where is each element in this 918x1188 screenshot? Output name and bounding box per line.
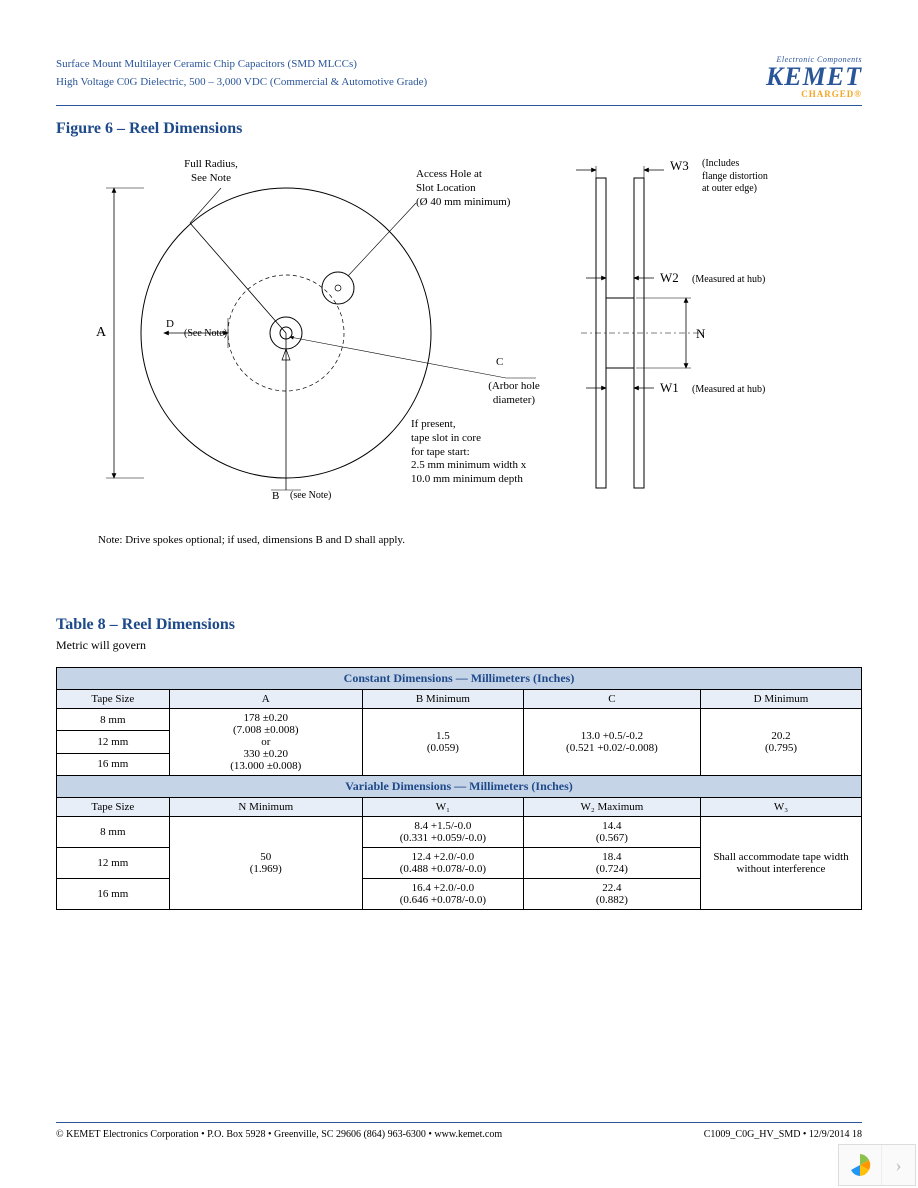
w2-note: (Measured at hub) <box>692 274 765 287</box>
cell-b: 1.5(0.059) <box>362 709 523 776</box>
hdr-variable: Variable Dimensions — Millimeters (Inche… <box>57 776 862 798</box>
full-radius-label: Full Radius,See Note <box>161 158 261 186</box>
logo-subtext: CHARGED® <box>766 90 862 99</box>
see-note-d: (See Note) <box>184 328 227 341</box>
cell-c: 13.0 +0.5/-0.2(0.521 +0.02/-0.008) <box>523 709 700 776</box>
page-header: Surface Mount Multilayer Ceramic Chip Ca… <box>56 56 862 106</box>
figure-title: Figure 6 – Reel Dimensions <box>56 120 862 138</box>
w1-note: (Measured at hub) <box>692 384 765 397</box>
dim-a: A <box>96 324 106 342</box>
footer-left: © KEMET Electronics Corporation • P.O. B… <box>56 1129 502 1140</box>
col-n: N Minimum <box>169 798 362 817</box>
see-note-b: (see Note) <box>290 490 331 503</box>
arbor-label: (Arbor holediameter) <box>474 380 554 408</box>
cell: 18.4(0.724) <box>523 848 700 879</box>
figure-note: Note: Drive spokes optional; if used, di… <box>98 534 862 546</box>
cell-w3: Shall accommodate tape width without int… <box>700 817 861 910</box>
table-subtitle: Metric will govern <box>56 638 862 653</box>
header-line2: High Voltage C0G Dielectric, 500 – 3,000… <box>56 74 427 92</box>
reel-dimensions-table: Constant Dimensions — Millimeters (Inche… <box>56 667 862 910</box>
dim-w1: W1 <box>660 380 679 396</box>
cell-d: 20.2(0.795) <box>700 709 861 776</box>
cell: 8.4 +1.5/-0.0(0.331 +0.059/-0.0) <box>362 817 523 848</box>
cell-a: 178 ±0.20(7.008 ±0.008)or330 ±0.20(13.00… <box>169 709 362 776</box>
cell: 12 mm <box>57 848 170 879</box>
dim-w3: W3 <box>670 158 689 174</box>
dim-w2: W2 <box>660 270 679 286</box>
cell: 16 mm <box>57 879 170 910</box>
dim-n: N <box>696 326 705 342</box>
col-w2: W₂ Maximum <box>523 798 700 817</box>
cell: 16.4 +2.0/-0.0(0.646 +0.078/-0.0) <box>362 879 523 910</box>
cell: 16 mm <box>57 753 170 775</box>
col-w3: W₃ <box>700 798 861 817</box>
col-w1: W₁ <box>362 798 523 817</box>
col-b: B Minimum <box>362 690 523 709</box>
fan-icon[interactable] <box>839 1145 881 1185</box>
cell: 8 mm <box>57 709 170 731</box>
page-footer: © KEMET Electronics Corporation • P.O. B… <box>56 1122 862 1140</box>
logo-text: KEMET <box>766 64 862 90</box>
dim-b: B <box>272 490 279 504</box>
hdr-constant: Constant Dimensions — Millimeters (Inche… <box>57 668 862 690</box>
cell: 8 mm <box>57 817 170 848</box>
cell-n: 50(1.969) <box>169 817 362 910</box>
cell: 14.4(0.567) <box>523 817 700 848</box>
cell: 12 mm <box>57 731 170 753</box>
dim-d: D <box>166 318 174 332</box>
reel-diagram: A D (See Note) Full Radius,See Note Acce… <box>56 148 836 528</box>
access-hole-label: Access Hole atSlot Location(Ø 40 mm mini… <box>416 168 546 209</box>
col-tape-size2: Tape Size <box>57 798 170 817</box>
kemet-logo: Electronic Components KEMET CHARGED® <box>766 56 862 99</box>
col-a: A <box>169 690 362 709</box>
tape-slot-label: If present,tape slot in corefor tape sta… <box>411 418 571 487</box>
nav-widget: › <box>838 1144 916 1186</box>
header-line1: Surface Mount Multilayer Ceramic Chip Ca… <box>56 56 427 74</box>
col-c: C <box>523 690 700 709</box>
footer-right: C1009_C0G_HV_SMD • 12/9/2014 18 <box>704 1129 862 1140</box>
next-page-button[interactable]: › <box>881 1145 915 1185</box>
cell: 22.4(0.882) <box>523 879 700 910</box>
table-title: Table 8 – Reel Dimensions <box>56 616 862 634</box>
col-d: D Minimum <box>700 690 861 709</box>
w3-note: (Includesflange distortionat outer edge) <box>702 158 812 196</box>
cell: 12.4 +2.0/-0.0(0.488 +0.078/-0.0) <box>362 848 523 879</box>
dim-c: C <box>496 356 503 370</box>
col-tape-size: Tape Size <box>57 690 170 709</box>
